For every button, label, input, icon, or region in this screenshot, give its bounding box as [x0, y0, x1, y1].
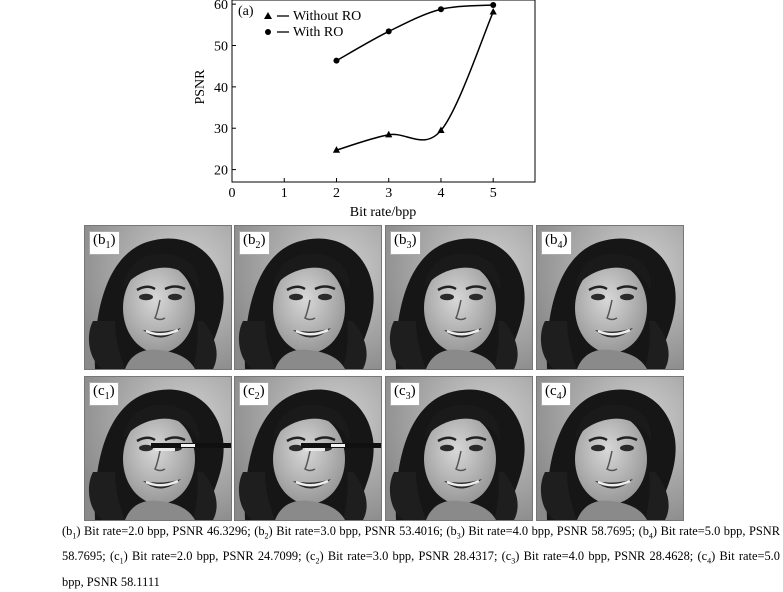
series-markers [332, 1, 497, 153]
x-tick-label: 0 [229, 186, 236, 201]
portrait-image [386, 226, 532, 369]
y-tick-label: 30 [214, 122, 228, 137]
portrait-image [537, 226, 683, 369]
circle-marker [490, 1, 497, 8]
y-tick-label: 60 [214, 0, 228, 13]
caption-segment: (c2) Bit rate=3.0 bpp, PSNR 28.4317; [305, 549, 498, 566]
panel-label: (b3) [390, 231, 421, 255]
triangle-marker [437, 126, 445, 134]
panel-b2: (b2) [234, 225, 382, 370]
y-tick-label: 20 [214, 164, 228, 179]
panel-b1: (b1) [84, 225, 232, 370]
caption-text: (b1) Bit rate=2.0 bpp, PSNR 46.3296; (b2… [4, 521, 780, 592]
caption-segment: (c3) Bit rate=4.0 bpp, PSNR 28.4628; [501, 549, 694, 566]
panel-label: (c1) [89, 382, 119, 406]
series-lines [336, 4, 494, 151]
portrait-image [235, 226, 381, 369]
triangle-marker [489, 7, 497, 15]
figure-caption: (b1) Bit rate=2.0 bpp, PSNR 46.3296; (b2… [4, 521, 780, 592]
triangle-marker [332, 146, 341, 153]
panel-label: (b1) [89, 231, 120, 255]
panel-b3: (b3) [385, 225, 533, 370]
panel-label: (c3) [390, 382, 420, 406]
y-axis-label: PSNR [193, 69, 208, 105]
caption-segment: (b3) Bit rate=4.0 bpp, PSNR 58.7695; [446, 524, 636, 541]
legend-marker-triangle-icon [264, 12, 272, 19]
panel-c1: (c1) [84, 376, 232, 521]
axis-ticks: 0 1 2 3 4 5 20 30 40 50 60 [214, 0, 497, 201]
x-tick-label: 4 [437, 186, 444, 201]
circle-marker [333, 57, 340, 64]
y-tick-label: 50 [214, 40, 228, 55]
circle-marker [437, 6, 444, 13]
caption-segment: (b1) Bit rate=2.0 bpp, PSNR 46.3296; [62, 524, 251, 541]
image-grid: (b1) (b2) (b3) [84, 225, 684, 521]
plot-frame [231, 0, 536, 183]
panel-b4: (b4) [536, 225, 684, 370]
x-tick-label: 3 [385, 186, 392, 201]
caption-segment: (b2) Bit rate=3.0 bpp, PSNR 53.4016; [254, 524, 443, 541]
portrait-image [85, 226, 231, 369]
circle-marker [385, 28, 392, 35]
triangle-marker [385, 130, 393, 138]
panel-c3: (c3) [385, 376, 533, 521]
portrait-image [537, 377, 683, 520]
portrait-image [235, 377, 381, 520]
x-tick-label: 2 [333, 186, 340, 201]
panel-label: (a) [238, 4, 254, 19]
panel-label: (c4) [541, 382, 571, 406]
portrait-image [85, 377, 231, 520]
x-tick-label: 5 [490, 186, 497, 201]
legend-marker-circle-icon [265, 29, 271, 35]
x-tick-label: 1 [281, 186, 288, 201]
panel-label: (c2) [239, 382, 269, 406]
panel-c2: (c2) [234, 376, 382, 521]
portrait-image [386, 377, 532, 520]
panel-label: (b2) [239, 231, 270, 255]
legend: Without RO With RO [264, 9, 361, 40]
y-tick-label: 40 [214, 81, 228, 96]
panel-label: (b4) [541, 231, 572, 255]
caption-segment: (c1) Bit rate=2.0 bpp, PSNR 24.7099; [109, 549, 302, 566]
legend-label-with-ro: With RO [293, 25, 343, 40]
x-axis-label: Bit rate/bpp [350, 205, 417, 220]
series-line-without-ro [336, 11, 494, 151]
series-line-with-ro [336, 4, 494, 62]
legend-label-without-ro: Without RO [293, 9, 361, 24]
panel-c4: (c4) [536, 376, 684, 521]
caption-segment: (b4) Bit rate=5.0 bpp, PSNR 58.7695; [62, 524, 780, 564]
